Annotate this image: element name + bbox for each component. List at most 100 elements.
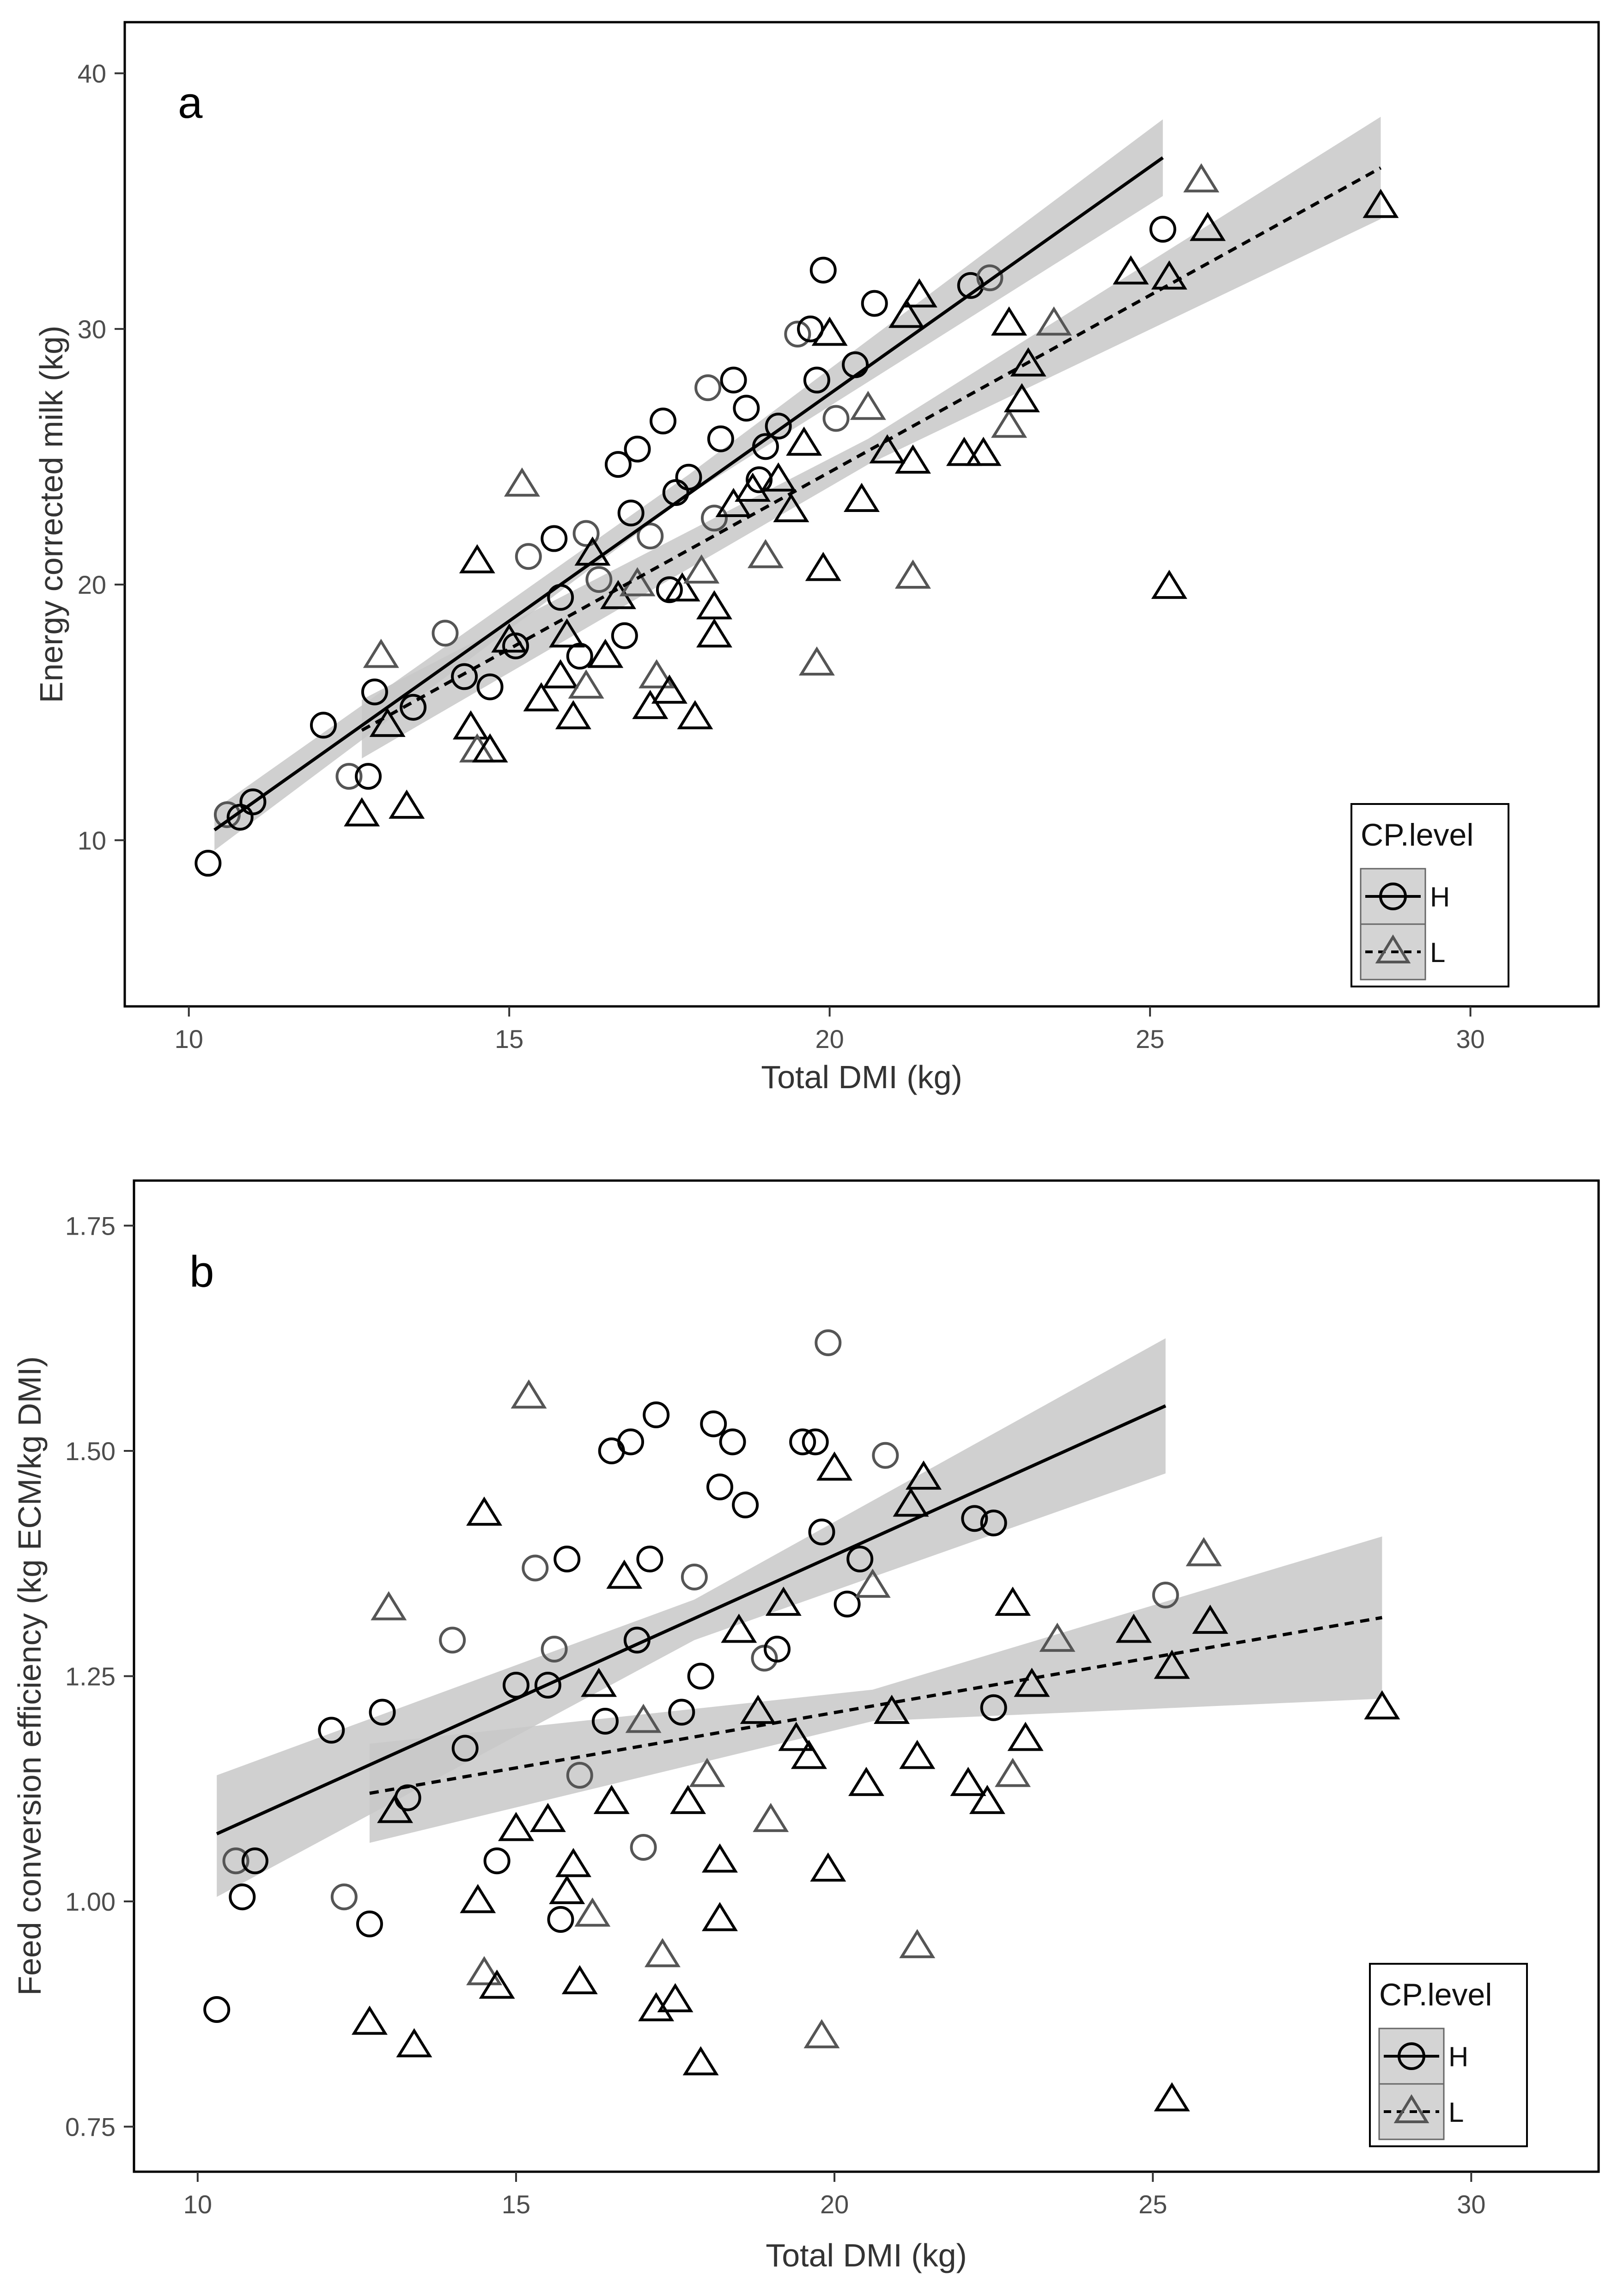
panel-a-point-l-31 (811, 317, 848, 346)
panel-b-point-l-43 (1007, 1722, 1044, 1751)
panel-b-fit-line-l (369, 1616, 1382, 1795)
panel-b-point-l-39 (950, 1766, 986, 1796)
panel-b-point-l-21 (689, 1758, 725, 1787)
panel-b-point-l-7 (479, 1969, 515, 1999)
panel-b-point-h-18 (591, 1708, 619, 1735)
panel-b-fit-lines (216, 1404, 1382, 1835)
panel-b-legend-label-l: L (1448, 2097, 1464, 2128)
panel-b-point-h-27 (719, 1428, 746, 1456)
panel-b-point-h-35 (833, 1590, 861, 1618)
panel-a-x-axis-title: Total DMI (kg) (761, 1059, 962, 1095)
panel-b-point-l-8 (498, 1812, 534, 1841)
panel-b-y-tick-label-1.50: 1.50 (65, 1437, 116, 1466)
panel-a-point-h-9 (432, 620, 459, 647)
panel-b-point-h-41 (1152, 1582, 1179, 1608)
panel-a-point-l-30 (805, 552, 841, 581)
panel-b-point-l-40 (969, 1784, 1005, 1814)
panel-a-point-h-36 (803, 366, 830, 394)
panel-b-point-l-51 (1364, 1690, 1400, 1720)
panel-a-ribbons (214, 116, 1381, 851)
panel-a-point-l-47 (1151, 260, 1187, 290)
panel-a-point-h-6 (355, 763, 382, 790)
panel-b-point-h-28 (732, 1492, 759, 1518)
panel-a-point-l-29 (798, 646, 835, 676)
panel-b: 10 15 20 25 30 0.75 1.00 1.25 1.50 1.75 b Total … (12, 1179, 1600, 2273)
panel-b-point-h-7 (369, 1699, 396, 1726)
panel-a-point-h-13 (515, 543, 542, 570)
panel-a-point-l-34 (869, 434, 906, 463)
panel-a-point-l-8 (491, 623, 528, 653)
panel-b-point-l-24 (721, 1614, 757, 1643)
panel-a-ribbon-l (362, 116, 1381, 759)
panel-b-point-h-42 (706, 1474, 733, 1500)
panel-a-legend-title: CP.level (1361, 817, 1473, 853)
panel-a-point-h-14 (541, 525, 568, 552)
triangle-icon (1375, 934, 1411, 963)
panel-b-fit-line-h (216, 1404, 1167, 1835)
panel-b-point-l-36 (899, 1740, 936, 1769)
panel-b-point-l-28 (791, 1740, 827, 1769)
panel-b-point-h-45 (541, 1636, 568, 1663)
panel-b-point-h-0 (203, 1996, 231, 2023)
panel-a-y-axis: 10 20 30 40 (78, 59, 125, 855)
panel-b-x-axis: 10 15 20 25 30 (183, 2172, 1485, 2219)
panel-b-point-h-16 (553, 1546, 581, 1572)
panel-b-point-l-18 (657, 1983, 693, 2012)
panel-a-point-h-0 (195, 850, 222, 877)
panel-a-point-l-48 (1151, 569, 1187, 599)
panel-a-legend: CP.level H L (1350, 803, 1509, 987)
panel-b-point-l-44 (1014, 1668, 1050, 1697)
panel-a-point-l-35 (888, 298, 925, 328)
panel-a-x-tick-label-30: 30 (1456, 1024, 1484, 1054)
panel-a-point-h-11 (476, 673, 504, 700)
panel-b-point-h-14 (534, 1672, 561, 1699)
panel-b-ribbons (217, 1338, 1382, 1897)
panel-a-point-l-16 (632, 689, 669, 719)
panel-a-point-h-28 (733, 395, 760, 422)
panel-a-point-h-41 (976, 264, 1004, 292)
panel-b-point-l-3 (396, 2028, 432, 2058)
panel-a-point-l-37 (894, 559, 931, 589)
panel-a-fit-line-h (213, 156, 1164, 832)
panel-a-point-h-37 (822, 405, 850, 432)
panel-b-point-l-38 (906, 1460, 942, 1490)
panel-b-point-h-22 (636, 1546, 663, 1572)
panel-a-legend-label-l: L (1430, 937, 1445, 968)
panel-a-x-tick-label-25: 25 (1136, 1024, 1164, 1054)
panel-b-point-l-33 (854, 1568, 891, 1598)
panel-a-point-l-32 (844, 482, 880, 512)
panel-a-point-h-29 (701, 505, 728, 532)
panel-b-point-h-24 (668, 1699, 695, 1726)
panel-b-point-h-40 (980, 1694, 1007, 1721)
panel-a-point-l-55 (549, 618, 585, 648)
panel-b-y-tick-label-1.25: 1.25 (65, 1662, 116, 1691)
panel-a-point-l-46 (1113, 255, 1149, 285)
panel-a-point-h-35 (809, 256, 837, 284)
panel-a-point-h-30 (611, 622, 638, 649)
panel-a-point-l-38 (901, 278, 937, 308)
panel-a-label: a (178, 78, 203, 128)
panel-b-point-l-13 (574, 1897, 611, 1927)
panel-b-point-l-2 (377, 1794, 414, 1823)
panel-a-point-l-42 (991, 306, 1027, 336)
panel-b-y-tick-label-1.75: 1.75 (65, 1212, 116, 1241)
panel-b-point-h-17 (566, 1762, 593, 1789)
panel-b-x-tick-label-15: 15 (502, 2190, 530, 2219)
panel-b-point-h-13 (522, 1554, 549, 1582)
panel-a-point-h-33 (784, 320, 811, 347)
panel-b-point-h-20 (617, 1428, 645, 1456)
panel-b-point-l-35 (893, 1487, 929, 1517)
panel-a-point-l-13 (568, 669, 604, 699)
panel-a-point-l-39 (946, 437, 982, 466)
panel-b-point-h-34 (808, 1518, 835, 1546)
panel-a-point-h-22 (650, 408, 677, 435)
panel-b-y-tick-label-1.00: 1.00 (65, 1887, 116, 1916)
panel-b-point-h-3 (241, 1847, 268, 1875)
panel-a-point-h-7 (361, 678, 388, 706)
panel-a-point-l-49 (1183, 163, 1220, 193)
panel-b-point-l-30 (810, 1852, 846, 1882)
panel-b-point-l-31 (816, 1451, 853, 1481)
panel-b-point-h-4 (318, 1717, 345, 1744)
panel-b-legend-label-h: H (1448, 2041, 1468, 2072)
panel-a-point-h-1 (213, 801, 241, 828)
